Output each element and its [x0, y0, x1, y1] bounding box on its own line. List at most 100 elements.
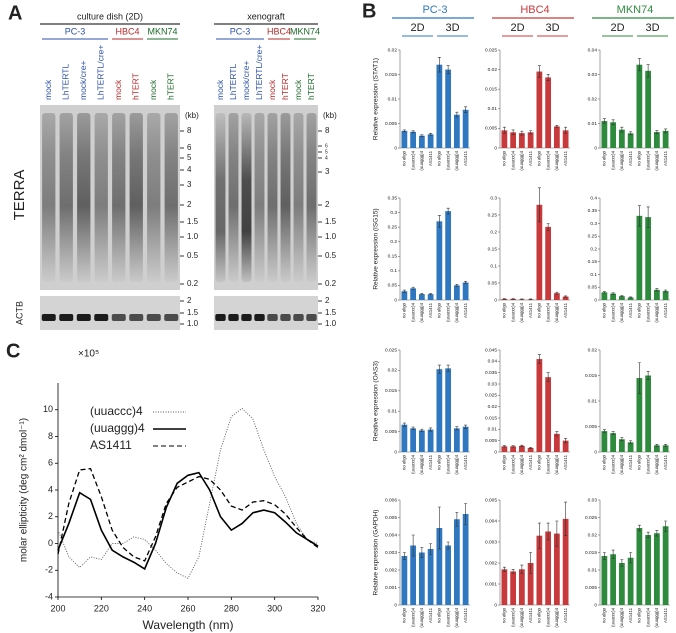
y-tick-label: 0.01: [488, 427, 498, 433]
bar: [410, 428, 417, 452]
actb-band: [129, 314, 144, 321]
bar: [610, 293, 617, 300]
x-tick-label: AS1411: [528, 454, 533, 470]
bar: [527, 563, 534, 605]
actb-band: [146, 314, 161, 321]
x-tick-label: (uuaggg)4: [419, 454, 424, 474]
cd-line: [57, 471, 319, 571]
x-tick-label: (uuaggg)4: [419, 150, 424, 170]
error-bar: [402, 552, 406, 560]
error-bar: [611, 292, 615, 295]
y-tick-label: 0.01: [488, 106, 498, 112]
error-bar: [520, 564, 524, 574]
x-axis-label: Wavelength (nm): [143, 618, 234, 632]
bar: [562, 296, 569, 300]
y-tick-label: 0.025: [385, 347, 397, 353]
error-bar: [455, 111, 459, 118]
bar: [436, 528, 443, 605]
cd-line: [57, 467, 319, 562]
bar: [510, 132, 517, 148]
kb-unit: (kb): [185, 111, 199, 120]
bar: [610, 433, 617, 452]
error-bar: [511, 569, 515, 574]
y-tick-label: 0.2: [490, 229, 497, 235]
bar: [401, 291, 408, 300]
lane-label: hTERT: [166, 73, 176, 100]
error-bar: [502, 566, 506, 572]
error-bar: [555, 520, 559, 547]
y-tick-label: 0.005: [385, 121, 397, 127]
panel-label: B: [362, 0, 376, 22]
y-tick-label: 0.006: [385, 497, 397, 503]
x-tick-label: AS1411: [528, 607, 533, 623]
lane-smear: [267, 113, 278, 282]
error-bar: [429, 133, 433, 136]
error-bar: [564, 126, 568, 134]
y-tick-label: 0.15: [588, 259, 598, 265]
legend-label: (uuaggg)4: [90, 421, 145, 435]
kb-marker: 3: [187, 180, 192, 189]
error-bar: [411, 426, 415, 430]
actb-band: [59, 314, 74, 321]
lane-label: mock: [215, 79, 225, 100]
bar: [553, 126, 560, 148]
bar: [427, 134, 434, 148]
x-tick-label: 200: [50, 603, 65, 613]
y-tick-label: 0.025: [585, 515, 597, 521]
y-tick-label: 0.4: [590, 195, 597, 201]
error-bar: [446, 65, 450, 74]
y-tick-label: 0.02: [488, 67, 498, 73]
bar: [636, 378, 643, 452]
x-tick-label: AS1411: [628, 150, 633, 166]
x-tick-label: 320: [310, 603, 325, 613]
group-label: HBC4: [115, 26, 139, 36]
kb-marker: 4: [325, 155, 328, 161]
y-tick-label: 0.02: [388, 368, 398, 374]
lane-label: LhTERTL: [61, 64, 71, 100]
error-bar: [611, 431, 615, 435]
group-label: HBC4: [267, 26, 291, 36]
y-tick-label: 0.2: [590, 246, 597, 252]
bar: [662, 526, 669, 605]
y-tick-label: 0.005: [585, 585, 597, 591]
error-bar: [602, 429, 606, 433]
bar: [436, 64, 443, 148]
bar: [636, 528, 643, 605]
y-tick-label: 0.005: [385, 515, 397, 521]
y-tick-label: 0.005: [485, 438, 497, 444]
bar: [627, 442, 634, 452]
error-bar: [655, 530, 659, 537]
error-bar: [602, 291, 606, 294]
error-bar: [555, 124, 559, 128]
x-tick-label: (uuaccc)4: [410, 454, 415, 473]
y-tick-label: 0.03: [488, 381, 498, 387]
y-tick-label: 0: [594, 602, 597, 608]
actb-band: [267, 314, 278, 321]
lane-label: mock: [267, 79, 277, 100]
x-tick-label: (uuaggg)4: [619, 607, 624, 627]
bar: [518, 445, 525, 452]
y-tick-label: 0: [494, 602, 497, 608]
x-tick-label: (uuaccc)4: [510, 302, 515, 321]
x-tick-label: (uuaggg)4: [519, 302, 524, 322]
bar: [453, 114, 460, 148]
y-scale-label: ×10⁵: [78, 349, 99, 360]
kb-marker: 1.5: [187, 308, 199, 317]
y-tick-label: 0.01: [588, 398, 598, 404]
error-bar: [429, 543, 433, 555]
x-tick-label: no oligo: [502, 607, 507, 623]
legend-label: (uuaccc)4: [90, 404, 143, 418]
error-bar: [620, 295, 624, 297]
x-tick-label: no oligo: [437, 302, 442, 318]
y-tick-label: 0: [494, 145, 497, 151]
y-tick-label: 0.1: [390, 268, 397, 274]
kb-marker: 1.5: [187, 217, 199, 226]
y-tick-label: 0.002: [385, 567, 397, 573]
bar: [462, 514, 469, 605]
x-tick-label: (uuaccc)4: [545, 607, 550, 626]
error-bar: [420, 134, 424, 138]
x-tick-label: AS1411: [663, 454, 668, 470]
bar: [418, 294, 425, 300]
culture-label: 2D: [610, 22, 624, 34]
error-bar: [546, 372, 550, 383]
